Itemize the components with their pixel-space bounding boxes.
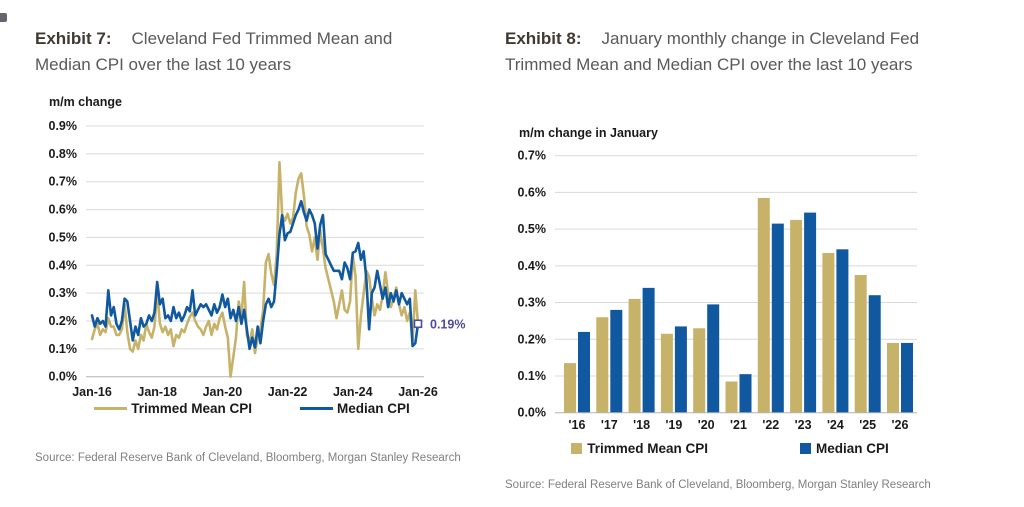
exhibit-7-title-text: Cleveland Fed Trimmed Mean and Median CP…	[35, 29, 393, 74]
y-tick-label: 0.9%	[49, 119, 78, 133]
x-tick-label: Jan-24	[333, 385, 373, 399]
x-tick-label: Jan-20	[203, 385, 243, 399]
median-square-swatch	[800, 443, 812, 454]
bar-trimmed-mean	[822, 252, 835, 413]
bar-trimmed-mean	[854, 275, 867, 413]
y-tick-label: 0.2%	[518, 332, 547, 346]
bar-trimmed-mean	[693, 328, 706, 413]
exhibit-8-title: Exhibit 8: January monthly change in Clev…	[505, 26, 957, 77]
x-tick-label: Jan-22	[268, 385, 308, 399]
y-tick-label: 0.6%	[518, 185, 547, 199]
legend-item-trimmed-mean: Trimmed Mean CPI	[571, 441, 708, 456]
bar-chart-exhibit-8: 0.0% 0.1% 0.2% 0.3% 0.4% 0.5% 0.6% 0.7% '16 '17 '1…	[518, 149, 917, 432]
y-tick-label: 0.8%	[49, 147, 78, 161]
y-tick-label: 0.1%	[518, 369, 547, 383]
trimmed-mean-line-swatch	[94, 406, 128, 411]
bar-trimmed-mean	[564, 363, 576, 413]
bar-trimmed-mean	[596, 317, 609, 413]
y-tick-label: 0.7%	[518, 149, 547, 163]
y-tick-label: 0.0%	[518, 406, 547, 420]
bar-median	[674, 326, 687, 413]
bar-trimmed-mean	[790, 219, 803, 413]
exhibit-8-y-axis-title: m/m change in January	[519, 126, 658, 140]
x-tick-label: '20	[698, 418, 715, 432]
trimmed-mean-square-swatch	[571, 443, 583, 454]
legend-item-trimmed-mean: Trimmed Mean CPI	[94, 401, 252, 416]
median-line-swatch	[300, 406, 334, 411]
legend-label-trimmed-mean: Trimmed Mean CPI	[587, 441, 709, 456]
y-tick-label: 0.7%	[49, 175, 78, 189]
exhibit-8-source: Source: Federal Reserve Bank of Clevelan…	[505, 479, 931, 491]
bar-median	[707, 304, 720, 413]
annotation-label: 0.19%	[430, 317, 465, 331]
legend-label-median: Median CPI	[337, 401, 410, 416]
exhibit-7-legend: Trimmed Mean CPI Median CPI	[32, 401, 472, 416]
page-edge-mark	[0, 13, 7, 22]
exhibit-7-y-axis-title: m/m change	[49, 95, 122, 109]
x-tick-label: '22	[762, 418, 779, 432]
legend-label-median: Median CPI	[816, 441, 889, 456]
line-chart-exhibit-7: 0.0% 0.1% 0.2% 0.3% 0.4% 0.5% 0.6% 0.7% 0.8% 0.9%…	[49, 119, 466, 399]
bar-trimmed-mean	[725, 381, 738, 413]
x-tick-label: '19	[665, 418, 682, 432]
bar-median	[771, 223, 784, 413]
legend-label-trimmed-mean: Trimmed Mean CPI	[131, 401, 253, 416]
y-tick-label: 0.1%	[49, 342, 78, 356]
exhibit-7-source: Source: Federal Reserve Bank of Clevelan…	[35, 452, 461, 464]
bar-trimmed-mean	[660, 333, 673, 413]
annotation-marker	[413, 319, 423, 329]
y-tick-label: 0.3%	[518, 296, 547, 310]
bar-median	[868, 295, 881, 413]
x-tick-label: '18	[633, 418, 650, 432]
x-tick-label: '24	[827, 418, 844, 432]
y-tick-label: 0.4%	[518, 259, 547, 273]
x-tick-label: '23	[795, 418, 812, 432]
bar-median	[804, 212, 817, 413]
x-tick-label: '26	[892, 418, 909, 432]
y-tick-label: 0.2%	[49, 314, 78, 328]
bar-median	[739, 374, 752, 413]
x-tick-label: Jan-16	[72, 385, 112, 399]
bar-median	[578, 331, 590, 413]
x-tick-label: '25	[859, 418, 876, 432]
x-tick-label: Jan-26	[398, 385, 438, 399]
y-tick-label: 0.5%	[49, 230, 78, 244]
bar-trimmed-mean	[757, 197, 770, 413]
y-tick-label: 0.6%	[49, 203, 78, 217]
y-tick-label: 0.0%	[49, 370, 78, 384]
legend-item-median: Median CPI	[800, 441, 889, 456]
y-tick-label: 0.5%	[518, 222, 547, 236]
bar-median	[901, 342, 913, 413]
y-tick-label: 0.4%	[49, 258, 78, 272]
bar-median	[642, 287, 655, 413]
bar-median	[836, 249, 849, 413]
legend-item-median: Median CPI	[300, 401, 410, 416]
y-tick-label: 0.3%	[49, 286, 78, 300]
exhibit-7-label: Exhibit 7:	[35, 29, 112, 48]
exhibit-8-title-text: January monthly change in Cleveland Fed …	[505, 29, 920, 74]
x-tick-label: Jan-18	[137, 385, 177, 399]
x-tick-label: '17	[601, 418, 618, 432]
bar-trimmed-mean	[887, 342, 899, 413]
x-tick-label: '16	[569, 418, 586, 432]
x-tick-label: '21	[730, 418, 747, 432]
exhibit-7-title: Exhibit 7: Cleveland Fed Trimmed Mean and…	[35, 26, 443, 77]
bar-median	[610, 309, 623, 413]
exhibit-8-label: Exhibit 8:	[505, 29, 582, 48]
exhibit-8-legend: Trimmed Mean CPI Median CPI	[500, 441, 960, 456]
series-line-median-cpi	[90, 199, 420, 351]
bar-trimmed-mean	[628, 298, 641, 413]
